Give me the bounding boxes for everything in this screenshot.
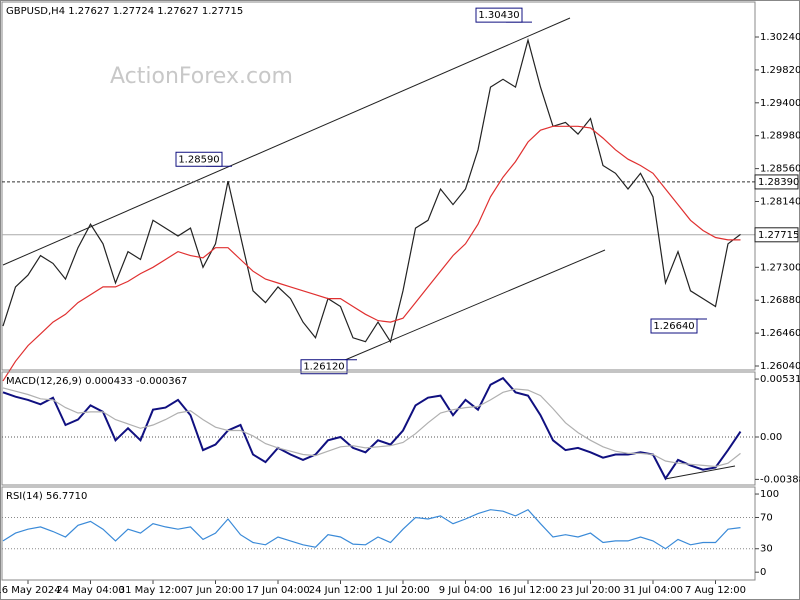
channel-upper <box>2 17 571 266</box>
annotation-box <box>475 7 523 23</box>
panel <box>1 371 756 486</box>
series-line <box>2 387 741 468</box>
y-tick-label: 1.26040 <box>760 361 800 372</box>
x-tick-label: 7 Jun 20:00 <box>187 585 244 596</box>
price-box-label: 1.28390 <box>758 177 799 188</box>
x-tick-label: 24 Jun 12:00 <box>309 585 373 596</box>
x-tick-label: 16 Jul 12:00 <box>498 585 558 596</box>
price-box <box>754 174 799 190</box>
y-tick-label: 1.27300 <box>760 262 800 273</box>
watermark: ActionForex.com <box>110 64 293 89</box>
panel-title: RSI(14) 56.7710 <box>6 491 87 502</box>
price-box <box>754 227 799 243</box>
y-tick-label: 1.28980 <box>760 131 800 142</box>
annotation-box <box>300 359 348 375</box>
y-tick-label: 1.28560 <box>760 164 800 175</box>
annotation-label: 1.30430 <box>478 10 519 21</box>
y-tick-label: 0 <box>760 567 766 578</box>
y-tick-label: 1.26460 <box>760 328 800 339</box>
price-box-label: 1.27715 <box>758 230 799 241</box>
y-tick-label: 1.29820 <box>760 65 800 76</box>
annotation-box <box>175 151 223 167</box>
x-tick-label: 16 May 2024 <box>0 585 61 596</box>
x-tick-label: 7 Aug 12:00 <box>685 585 746 596</box>
x-tick-label: 9 Jul 04:00 <box>439 585 493 596</box>
x-tick-label: 23 Jul 20:00 <box>561 585 621 596</box>
series-line <box>2 508 741 550</box>
y-tick-label: 1.26880 <box>760 295 800 306</box>
y-tick-label: 0.005314 <box>760 374 800 385</box>
channel-lower <box>344 249 606 361</box>
x-tick-label: 24 May 04:00 <box>56 585 125 596</box>
panel <box>1 486 756 581</box>
y-tick-label: -0.003885 <box>760 474 800 485</box>
series-line <box>2 37 741 344</box>
x-tick-label: 17 Jun 04:00 <box>246 585 310 596</box>
annotation-box <box>650 318 698 334</box>
x-tick-label: 1 Jul 20:00 <box>376 585 430 596</box>
y-tick-label: 1.30240 <box>760 32 800 43</box>
panel-title: GBPUSD,H4 1.27627 1.27724 1.27627 1.2771… <box>6 6 243 17</box>
annotation-label: 1.26640 <box>653 321 694 332</box>
series-line <box>2 376 742 481</box>
annotation-label: 1.26120 <box>303 362 344 373</box>
y-tick-label: 1.28140 <box>760 197 800 208</box>
y-tick-label: 1.29400 <box>760 98 800 109</box>
x-tick-label: 31 Jul 04:00 <box>623 585 683 596</box>
y-tick-label: 100 <box>760 489 779 500</box>
y-tick-label: 30 <box>760 544 773 555</box>
series-line <box>2 125 741 382</box>
y-tick-label: 70 <box>760 512 773 523</box>
x-tick-label: 31 May 12:00 <box>119 585 188 596</box>
divergence-line <box>664 465 736 480</box>
annotation-label: 1.28590 <box>178 154 219 165</box>
y-tick-label: 0.00 <box>760 432 782 443</box>
panel-title: MACD(12,26,9) 0.000433 -0.000367 <box>6 376 187 387</box>
